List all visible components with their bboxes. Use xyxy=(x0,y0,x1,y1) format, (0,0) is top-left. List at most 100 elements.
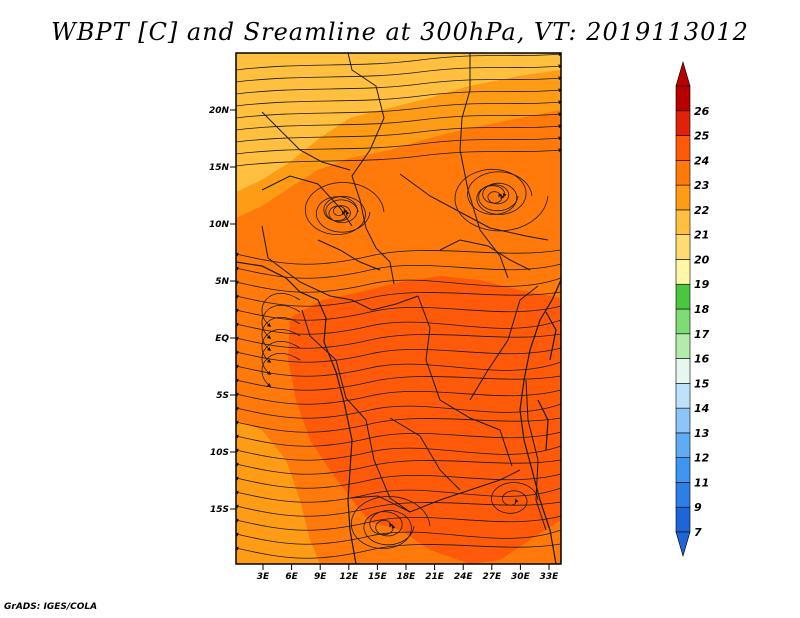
streamline xyxy=(236,389,561,405)
colorbar-label: 20 xyxy=(694,253,710,266)
lat-axis: 20N 15N 10N 5N EQ 5S 10S 15S xyxy=(209,106,236,515)
streamline xyxy=(236,136,561,155)
streamline xyxy=(261,353,301,388)
lat-label: 5S xyxy=(216,391,229,401)
colorbar-label: 17 xyxy=(694,328,710,341)
colorbar-swatch xyxy=(675,383,691,409)
streamline xyxy=(236,347,561,363)
streamline xyxy=(236,445,561,461)
lon-label: 33E xyxy=(540,572,560,582)
streamline xyxy=(236,361,561,377)
field-mild-north xyxy=(236,70,561,218)
streamline xyxy=(236,417,561,433)
colorbar-label: 11 xyxy=(694,476,709,489)
streamline xyxy=(261,329,301,364)
colorbar-label: 7 xyxy=(694,526,702,539)
streamline xyxy=(236,305,561,321)
lon-label: 24E xyxy=(454,572,474,582)
streamline xyxy=(236,515,561,531)
streamline xyxy=(316,196,371,233)
lon-label: 9E xyxy=(314,572,327,582)
lat-label: 10N xyxy=(209,220,230,230)
colorbar-label: 15 xyxy=(694,377,710,390)
lat-label: 10S xyxy=(210,448,229,458)
colorbar-label: 25 xyxy=(694,130,710,143)
streamline xyxy=(236,249,561,265)
streamline xyxy=(236,319,561,335)
lat-label: 5N xyxy=(215,277,229,287)
streamline xyxy=(236,431,561,447)
colorbar-label: 26 xyxy=(694,105,710,118)
colorbar-label: 12 xyxy=(694,452,710,465)
streamline xyxy=(236,487,561,503)
streamline xyxy=(236,124,561,143)
streamline xyxy=(236,333,561,349)
field-hot-south xyxy=(288,276,561,564)
colorbar-label: 23 xyxy=(694,179,710,192)
streamline xyxy=(236,403,561,419)
streamline xyxy=(236,529,561,545)
lon-axis: 3E 6E 9E 12E 15E 18E 21E 24E 27E 30E 33E xyxy=(257,564,559,582)
streamline xyxy=(478,184,519,212)
field-mild-sw xyxy=(236,420,320,564)
streamline xyxy=(236,291,561,307)
colorbar-swatch xyxy=(675,135,691,161)
colorbar-swatch xyxy=(675,85,691,112)
colorbar-swatch xyxy=(675,184,691,211)
streamline xyxy=(236,76,561,95)
field-cool-north xyxy=(236,53,561,192)
colorbar-swatch xyxy=(675,457,691,483)
streamline xyxy=(261,317,301,352)
lon-label: 6E xyxy=(285,572,298,582)
streamline xyxy=(261,341,301,376)
streamline xyxy=(236,459,561,475)
colorbar-label: 9 xyxy=(694,501,702,514)
streamline xyxy=(236,501,561,517)
colorbar-label: 22 xyxy=(694,204,710,217)
wbpt-field xyxy=(236,53,561,564)
lon-label: 15E xyxy=(368,572,388,582)
colorbar: 7 9 11 12 13 14 15 16 17 18 19 20 21 22 23 24 25 26 xyxy=(675,60,710,558)
lon-label: 27E xyxy=(482,572,502,582)
lon-label: 21E xyxy=(425,572,445,582)
chart-title: WBPT [C] and Sreamline at 300hPa, VT: 20… xyxy=(51,18,749,46)
colorbar-label: 21 xyxy=(694,229,709,242)
colorbar-swatch xyxy=(675,333,691,359)
streamline xyxy=(236,543,561,559)
colorbar-swatch xyxy=(675,283,691,310)
streamline xyxy=(467,171,533,215)
colorbar-swatch xyxy=(675,482,691,508)
colorbar-label: 24 xyxy=(694,154,709,167)
colorbar-swatch xyxy=(675,407,691,434)
streamline xyxy=(236,53,561,71)
colorbar-swatch xyxy=(675,209,691,235)
lat-label: 20N xyxy=(209,106,230,116)
lon-label: 18E xyxy=(397,572,417,582)
lat-label: 15N xyxy=(209,163,230,173)
lat-label: EQ xyxy=(215,334,229,344)
colorbar-swatch xyxy=(675,358,691,384)
streamline xyxy=(236,100,561,119)
field-warm-west xyxy=(236,230,296,440)
streamline xyxy=(236,88,561,107)
colorbar-swatch xyxy=(675,160,691,186)
colorbar-top-arrow xyxy=(675,60,691,87)
streamline xyxy=(236,112,561,131)
colorbar-label: 13 xyxy=(694,427,710,440)
colorbar-swatch xyxy=(675,308,691,335)
colorbar-swatch xyxy=(675,506,691,533)
lon-label: 12E xyxy=(339,572,359,582)
lon-label: 3E xyxy=(257,572,270,582)
streamline xyxy=(236,263,561,279)
country-borders xyxy=(261,53,549,531)
streamline xyxy=(236,277,561,293)
colorbar-bottom-arrow xyxy=(675,531,691,558)
grads-credit: GrADS: IGES/COLA xyxy=(4,602,98,612)
colorbar-swatch xyxy=(675,234,691,260)
colorbar-label: 14 xyxy=(694,402,709,415)
streamline xyxy=(261,305,301,340)
colorbar-swatch xyxy=(675,259,691,285)
streamline xyxy=(261,293,301,328)
colorbar-swatch xyxy=(675,432,691,458)
